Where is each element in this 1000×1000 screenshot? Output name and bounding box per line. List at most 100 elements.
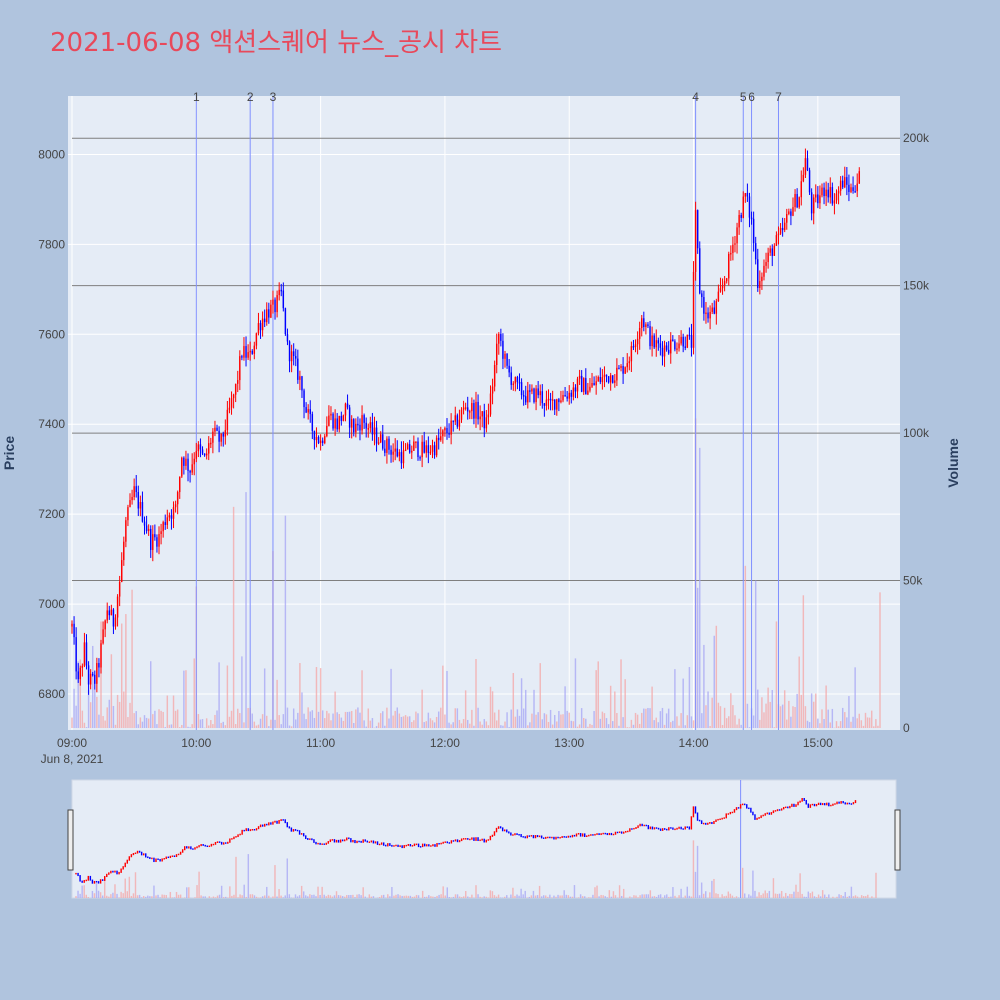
candle-body — [79, 667, 82, 680]
news-marker-label[interactable]: 5 — [740, 90, 747, 104]
candle-body — [771, 248, 773, 256]
slider-volume-bar — [403, 895, 405, 898]
slider-volume-bar — [524, 890, 526, 898]
volume-bar — [875, 719, 877, 728]
volume-bar — [346, 711, 349, 728]
candle-body — [761, 276, 763, 282]
slider-candle — [165, 856, 167, 860]
volume-bar — [786, 719, 788, 728]
news-marker-label[interactable]: 4 — [692, 90, 699, 104]
slider-candle — [774, 810, 777, 812]
candle-body — [560, 400, 562, 403]
slider-candle — [487, 839, 490, 841]
range-slider[interactable] — [67, 779, 901, 899]
volume-bar — [831, 708, 834, 728]
slider-volume-bar — [485, 896, 487, 898]
candle-body — [841, 180, 844, 188]
volume-bar — [274, 719, 276, 728]
slider-candle — [655, 827, 658, 829]
volume-bar — [500, 725, 502, 728]
slider-candle — [239, 833, 241, 836]
volume-bar — [423, 722, 425, 728]
volume-bar — [160, 710, 162, 728]
slider-volume-bar — [694, 871, 697, 898]
candle-body — [108, 610, 111, 616]
slider-volume-bar — [504, 896, 506, 898]
slider-volume-bar — [282, 897, 284, 898]
slider-volume-bar — [735, 896, 738, 898]
slider-candle — [512, 834, 514, 836]
candle-body — [247, 352, 249, 358]
volume-bar — [754, 580, 757, 728]
slider-volume-bar — [448, 897, 451, 898]
slider-candle — [797, 801, 799, 806]
price-tick-label: 7000 — [38, 597, 65, 611]
slider-candle — [450, 840, 453, 844]
slider-volume-bar — [528, 896, 531, 898]
volume-bar — [311, 710, 314, 728]
slider-candle — [571, 834, 574, 838]
slider-candle — [173, 855, 176, 858]
candle-body — [545, 399, 548, 406]
slider-candle — [458, 840, 461, 843]
candle-body — [537, 388, 539, 396]
candle-body — [284, 308, 287, 335]
slider-candle — [364, 839, 366, 842]
slider-candle — [409, 844, 412, 847]
slider-candle — [581, 833, 584, 837]
volume-bar — [199, 719, 202, 728]
news-marker-label[interactable]: 7 — [775, 90, 782, 104]
slider-volume-bar — [235, 856, 237, 898]
volume-bar — [527, 725, 529, 728]
volume-bar — [806, 720, 809, 728]
slider-volume-bar — [426, 896, 428, 898]
slider-volume-bar — [348, 895, 350, 898]
slider-candle — [259, 824, 262, 828]
candle-body — [77, 671, 79, 680]
news-marker-label[interactable]: 1 — [193, 90, 200, 104]
candle-body — [421, 441, 423, 458]
slider-candle — [729, 811, 732, 815]
volume-bar — [709, 725, 711, 728]
slider-volume-bar — [465, 890, 467, 898]
price-tick-label: 7200 — [38, 507, 65, 521]
slider-candle — [485, 839, 487, 843]
slider-candle — [809, 804, 812, 808]
candle-body — [394, 448, 396, 452]
candle-body — [564, 395, 566, 397]
candle-body — [502, 340, 504, 359]
candle-body — [214, 427, 216, 432]
slider-candle — [385, 844, 387, 847]
candle-body — [475, 401, 477, 419]
volume-bar — [220, 722, 222, 728]
slider-candle — [692, 806, 695, 818]
slider-candle — [538, 835, 541, 838]
volume-bar — [512, 672, 515, 728]
volume-bar — [725, 718, 728, 728]
range-handle-left[interactable] — [67, 809, 74, 871]
candle-body — [355, 423, 357, 433]
slider-candle — [702, 822, 705, 825]
range-handle-right[interactable] — [894, 809, 901, 871]
news-marker-label[interactable]: 2 — [247, 90, 254, 104]
slider-candle — [268, 822, 270, 826]
slider-volume-bar — [214, 897, 217, 898]
slider-volume-bar — [678, 895, 680, 898]
volume-bar — [442, 665, 444, 728]
news-marker-label[interactable]: 6 — [748, 90, 755, 104]
volume-bar — [454, 708, 457, 728]
candle-body — [483, 411, 486, 429]
volume-bar — [738, 718, 740, 728]
volume-bar — [415, 711, 417, 728]
news-marker-label[interactable]: 3 — [270, 90, 277, 104]
volume-bar — [678, 725, 680, 728]
volume-bar — [425, 721, 428, 728]
candle-body — [338, 415, 340, 430]
slider-volume-bar — [559, 895, 561, 898]
volume-bar — [342, 720, 345, 728]
candle-body — [120, 560, 123, 582]
candle-body — [485, 417, 488, 429]
candle-body — [193, 458, 195, 465]
